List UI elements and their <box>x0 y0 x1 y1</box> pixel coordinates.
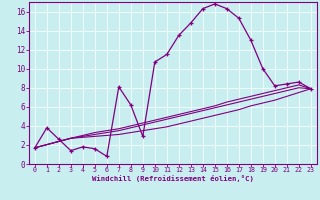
X-axis label: Windchill (Refroidissement éolien,°C): Windchill (Refroidissement éolien,°C) <box>92 175 254 182</box>
